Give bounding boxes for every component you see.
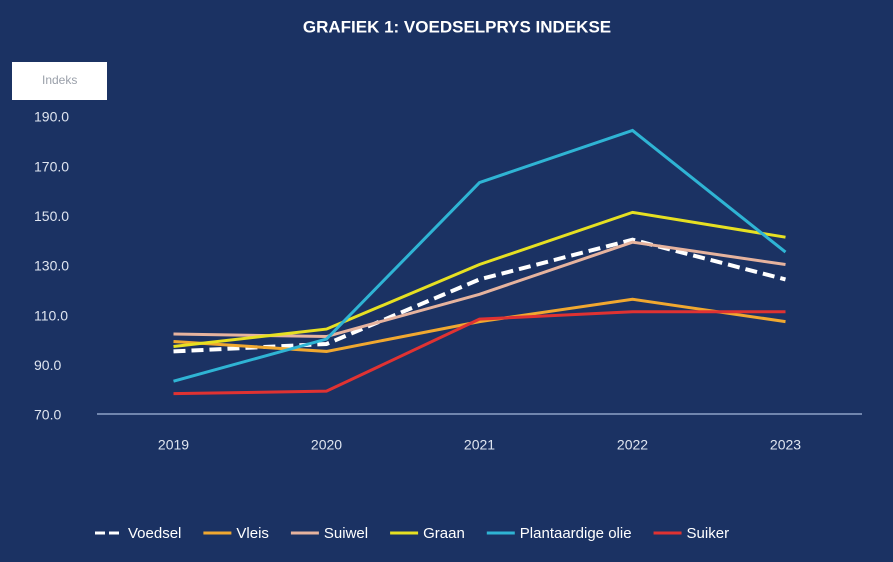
y-tick-label: 70.0 [34,407,61,423]
y-tick-label: 150.0 [34,208,69,224]
y-tick-label: 190.0 [34,109,69,125]
chart-title: GRAFIEK 1: VOEDSELPRYS INDEKSE [303,17,611,36]
series-line [173,210,786,348]
legend-label: Plantaardige olie [520,525,632,542]
x-tick-label: 2020 [311,437,342,453]
series-line [173,128,787,383]
series-line [173,297,786,353]
legend-label: Voedsel [128,525,181,542]
legend-label: Vleis [236,525,269,542]
y-tick-label: 130.0 [34,258,69,274]
legend-label: Suiker [687,525,730,542]
y-axis-label: Indeks [42,73,77,87]
y-tick-label: 90.0 [34,357,61,373]
series-line [173,237,787,354]
series-line [173,310,786,396]
x-tick-label: 2019 [158,437,189,453]
legend-label: Graan [423,525,465,542]
x-tick-label: 2021 [464,437,495,453]
x-tick-label: 2023 [770,437,801,453]
y-label-box [12,62,107,100]
x-tick-label: 2022 [617,437,648,453]
y-tick-label: 110.0 [34,307,68,323]
legend-label: Suiwel [324,525,368,542]
y-tick-label: 170.0 [34,158,69,174]
